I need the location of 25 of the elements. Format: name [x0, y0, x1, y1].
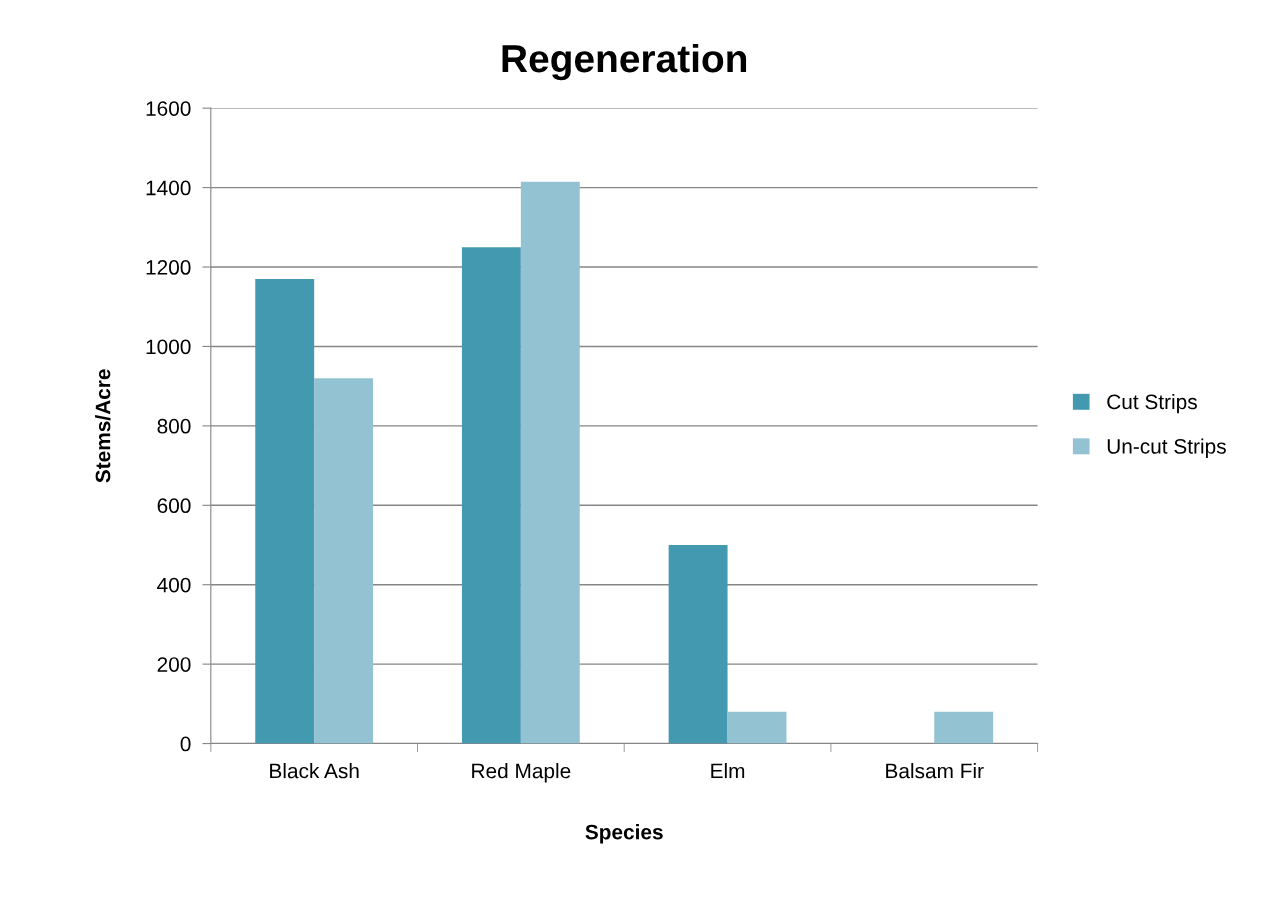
x-axis-title: Species — [585, 824, 663, 844]
bar — [461, 247, 521, 744]
bar — [934, 711, 994, 744]
x-tick-label: Elm — [711, 763, 745, 779]
y-axis-title: Stems/Acre — [95, 369, 111, 483]
chart-title: Regeneration — [502, 43, 747, 81]
y-tick-label: 0 — [180, 736, 191, 752]
bar — [314, 378, 374, 744]
legend-label: Cut Strips — [1107, 393, 1197, 414]
legend-label: Un-cut Strips — [1107, 438, 1226, 458]
bar — [668, 545, 728, 744]
x-tick-label: Black Ash — [270, 763, 359, 779]
bar — [255, 278, 315, 744]
y-tick-label: 400 — [157, 577, 191, 593]
y-tick-label: 600 — [157, 498, 191, 514]
bar — [520, 181, 580, 744]
x-tick-label: Red Maple — [472, 763, 571, 783]
y-tick-label: 200 — [157, 657, 191, 672]
x-tick-label: Balsam Fir — [886, 763, 984, 779]
y-tick-label: 1200 — [146, 260, 191, 275]
y-tick-label: 800 — [157, 418, 191, 434]
y-tick-label: 1400 — [146, 180, 191, 196]
y-tick-label: 1600 — [146, 101, 191, 116]
y-tick-label: 1000 — [146, 339, 191, 355]
bar — [727, 711, 787, 744]
